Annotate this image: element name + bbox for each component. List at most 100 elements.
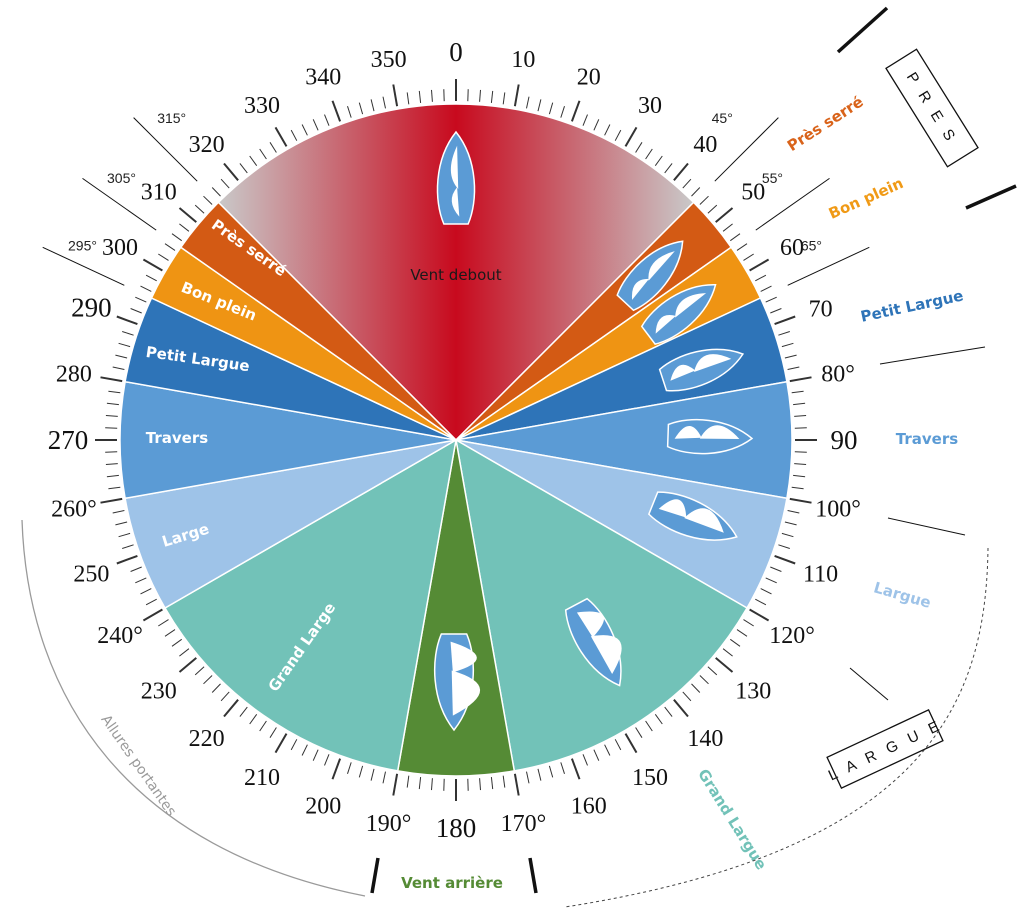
tick-mark bbox=[755, 274, 767, 282]
tick-mark bbox=[760, 588, 772, 595]
tick-mark bbox=[664, 163, 673, 174]
tick-mark bbox=[431, 89, 433, 102]
tick-mark bbox=[211, 683, 221, 693]
tick-mark bbox=[274, 733, 288, 754]
tick-mark bbox=[130, 308, 142, 314]
tick-mark bbox=[765, 296, 777, 303]
degree-label-80: 80° bbox=[821, 362, 855, 388]
tick-mark bbox=[722, 223, 733, 232]
tick-mark bbox=[312, 119, 319, 131]
tick-mark bbox=[537, 99, 542, 112]
tick-mark bbox=[331, 100, 342, 122]
tick-mark bbox=[142, 608, 163, 622]
tick-mark bbox=[194, 204, 205, 214]
tick-mark bbox=[108, 486, 121, 490]
degree-label-190: 190° bbox=[366, 811, 412, 837]
tick-mark bbox=[142, 258, 163, 272]
boat-sail-main bbox=[648, 251, 675, 281]
tick-mark bbox=[135, 296, 147, 303]
tick-mark bbox=[682, 691, 692, 702]
boundary-label-305: 305° bbox=[107, 170, 136, 186]
tick-mark bbox=[743, 253, 754, 261]
tick-mark bbox=[635, 142, 643, 153]
tick-mark bbox=[100, 376, 123, 383]
tick-mark bbox=[178, 207, 197, 223]
tick-mark bbox=[789, 376, 812, 383]
tick-mark bbox=[392, 773, 399, 796]
tick-mark bbox=[604, 744, 611, 756]
tick-mark bbox=[502, 775, 506, 788]
boat-vent-arriere bbox=[433, 633, 481, 732]
boat-travers bbox=[666, 418, 754, 455]
tick-mark bbox=[370, 99, 375, 112]
tick-mark bbox=[791, 390, 804, 394]
pres-box: P R E S bbox=[885, 48, 979, 168]
tick-mark bbox=[122, 331, 134, 336]
tick-mark bbox=[794, 463, 807, 465]
tick-mark bbox=[691, 683, 701, 693]
tick-mark bbox=[358, 765, 364, 778]
tick-mark bbox=[570, 100, 581, 122]
tick-mark bbox=[722, 648, 733, 657]
tick-mark bbox=[793, 474, 806, 478]
tick-mark bbox=[118, 342, 131, 348]
tick-mark bbox=[736, 243, 748, 251]
tick-mark bbox=[654, 714, 663, 725]
tick-mark bbox=[749, 608, 770, 622]
tick-mark bbox=[140, 285, 152, 292]
boat-bon-plein bbox=[640, 283, 717, 345]
tick-mark bbox=[171, 638, 182, 647]
boundary-leader-55 bbox=[755, 177, 830, 231]
tick-mark bbox=[791, 486, 804, 490]
degree-label-70: 70 bbox=[809, 296, 833, 322]
boundary-leader-315 bbox=[133, 117, 198, 182]
side-label-vent-arriere: Vent arrière bbox=[401, 874, 503, 892]
tick-mark bbox=[755, 598, 767, 606]
boat-sail-jib bbox=[576, 611, 604, 638]
side-label-pres-serre: Près serré bbox=[784, 93, 867, 155]
degree-label-50: 50 bbox=[741, 180, 765, 206]
tick-mark bbox=[223, 699, 239, 718]
boat-sail-main bbox=[450, 145, 459, 190]
boundary-label-315: 315° bbox=[157, 110, 186, 126]
boundary-label-295: 295° bbox=[68, 238, 97, 254]
tick-mark bbox=[290, 739, 298, 751]
side-label-petit-largue: Petit Largue bbox=[859, 286, 965, 325]
tick-mark bbox=[211, 187, 221, 197]
sector-grand-large-right bbox=[454, 438, 749, 772]
side-label-grand-largue: Grand Largue bbox=[694, 766, 770, 873]
tick-mark bbox=[502, 92, 506, 105]
boundary-leader-45 bbox=[714, 117, 779, 182]
side-label-travers: Travers bbox=[896, 430, 958, 448]
tick-mark bbox=[269, 142, 277, 153]
side-label-allures-portantes: Allures portantes bbox=[97, 712, 179, 819]
tick-mark bbox=[145, 274, 157, 282]
tick-mark bbox=[673, 699, 689, 718]
tick-mark bbox=[673, 162, 689, 181]
tick-mark bbox=[526, 771, 530, 784]
sector-label-vent-debout: Vent debout bbox=[410, 266, 501, 284]
boat-sail-main bbox=[590, 635, 622, 674]
tick-mark bbox=[239, 706, 248, 717]
tick-mark bbox=[106, 474, 119, 478]
tick-mark bbox=[158, 253, 169, 261]
degree-label-150: 150 bbox=[632, 765, 668, 791]
tick-mark bbox=[691, 187, 701, 197]
tick-mark bbox=[347, 762, 352, 774]
tick-mark bbox=[760, 285, 772, 292]
tick-mark bbox=[259, 720, 267, 732]
sector-grand-large-left bbox=[163, 438, 458, 772]
tick-mark bbox=[593, 119, 600, 131]
tick-mark bbox=[274, 126, 288, 147]
degree-label-200: 200 bbox=[305, 794, 341, 820]
boat-sail-jib bbox=[670, 364, 696, 381]
largue-dashed-arc bbox=[564, 547, 989, 908]
tick-mark bbox=[736, 629, 748, 637]
tick-mark bbox=[122, 544, 134, 549]
boat-sail-jib bbox=[631, 278, 650, 300]
tick-mark bbox=[582, 754, 588, 766]
degree-label-340: 340 bbox=[305, 64, 341, 90]
tick-mark bbox=[290, 129, 298, 141]
